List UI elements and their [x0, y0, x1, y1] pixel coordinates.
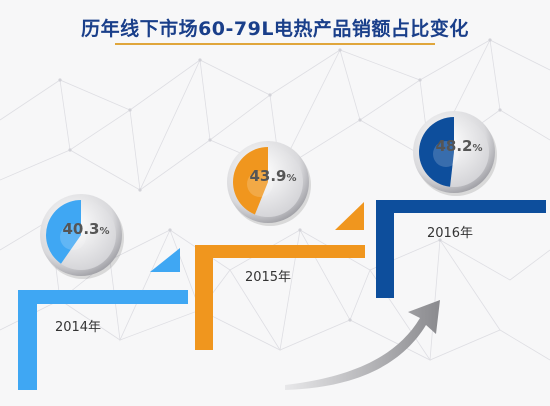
pie-value-2014: 40.3 [62, 220, 100, 238]
step-bar-2014 [18, 290, 188, 304]
pie-value-label-2014: 40.3% [51, 219, 121, 238]
step-bar-2015 [195, 245, 365, 258]
pie-value-label-2016: 48.2% [424, 136, 494, 155]
pie-slice-2016 [418, 117, 454, 187]
step-leg-2014 [18, 290, 37, 390]
year-label-2014: 2014年 [54, 320, 102, 335]
pie-slice-2014 [45, 200, 81, 264]
year-label-2015: 2015年 [244, 270, 292, 285]
pie-unit-2015: % [286, 173, 297, 184]
pie-highlight-2014 [60, 224, 86, 250]
title-underline [115, 43, 435, 45]
pie-unit-2014: % [99, 226, 110, 237]
growth-arrow [285, 300, 440, 390]
step-leg-2015 [195, 245, 213, 350]
year-label-2016: 2016年 [426, 226, 474, 241]
step-triangle-2014 [150, 248, 180, 272]
step-triangle-2015 [335, 202, 364, 230]
pie-highlight-2015 [247, 171, 273, 197]
pie-highlight-2016 [433, 141, 459, 167]
pie-slice-2015 [232, 147, 268, 215]
step-leg-2016 [376, 200, 394, 298]
chart-title: 历年线下市场60-79L电热产品销额占比变化 [81, 18, 469, 40]
pie-unit-2016: % [472, 143, 483, 154]
pie-value-label-2015: 43.9% [238, 166, 308, 185]
pie-value-2016: 48.2 [435, 137, 473, 155]
step-bar-2016 [376, 200, 546, 213]
pie-value-2015: 43.9 [249, 167, 287, 185]
